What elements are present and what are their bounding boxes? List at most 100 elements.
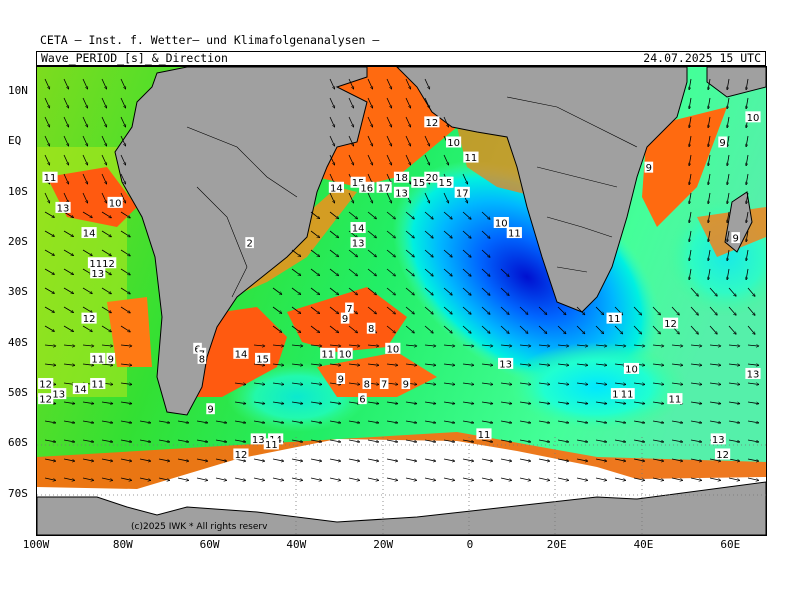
period-label-text: 13 (747, 369, 760, 380)
period-label: 16 (437, 176, 453, 189)
direction-arrow (405, 477, 417, 480)
direction-arrow (481, 401, 493, 404)
direction-arrow (63, 477, 75, 480)
period-label-text: 13 (712, 435, 725, 446)
period-label-text: 13 (352, 239, 365, 250)
direction-arrow (120, 383, 132, 385)
direction-arrow (405, 249, 414, 257)
period-label-bg (411, 176, 427, 188)
direction-arrow (310, 420, 322, 423)
direction-arrow (633, 401, 645, 404)
period-label: 14 (233, 347, 249, 360)
direction-arrow (44, 345, 56, 346)
country-borders (186, 96, 638, 298)
period-label: 12 (662, 317, 679, 330)
direction-arrow (234, 439, 246, 442)
period-label: 7 (379, 378, 389, 391)
direction-arrow (728, 287, 736, 296)
direction-arrow (746, 173, 749, 185)
direction-arrow (500, 306, 509, 315)
direction-arrow (462, 268, 471, 276)
direction-arrow (272, 325, 282, 333)
direction-arrow (462, 211, 471, 219)
direction-arrow (367, 192, 373, 203)
period-label: 11 (90, 352, 106, 365)
direction-arrow (63, 420, 75, 423)
direction-arrow (158, 439, 170, 442)
period-label: 11 (506, 227, 522, 240)
period-label: 13 (90, 267, 106, 280)
direction-arrow (139, 477, 151, 480)
direction-arrow (500, 268, 509, 277)
period-label-bg (718, 136, 727, 148)
direction-arrow (234, 420, 246, 423)
direction-arrow (405, 306, 414, 314)
period-label-bg (745, 111, 761, 123)
direction-arrow (481, 383, 493, 385)
period-label-bg (662, 317, 679, 329)
direction-arrow (424, 306, 433, 314)
direction-arrow (747, 458, 759, 461)
direction-arrow (424, 477, 436, 480)
period-label: 1112 (87, 257, 117, 270)
direction-arrow (348, 192, 354, 203)
direction-arrow (462, 401, 474, 404)
period-label-bg (106, 352, 116, 364)
direction-arrow (708, 249, 711, 261)
direction-arrow (709, 306, 717, 315)
direction-arrow (120, 287, 130, 294)
direction-arrow (329, 230, 339, 238)
direction-arrow (348, 97, 354, 108)
direction-arrow (82, 345, 94, 346)
direction-arrow (727, 173, 730, 185)
direction-arrow (329, 420, 341, 423)
period-label: 17 (376, 181, 392, 194)
direction-arrow (405, 287, 414, 295)
direction-arrow (63, 154, 69, 165)
direction-arrow (291, 439, 303, 442)
direction-arrow (329, 116, 335, 127)
direction-arrow (44, 211, 55, 218)
direction-arrow (443, 439, 455, 442)
direction-arrow (120, 477, 132, 480)
direction-arrow (234, 401, 246, 404)
direction-arrow (652, 458, 664, 461)
graticule (37, 437, 766, 535)
period-label: 13 (55, 201, 71, 214)
direction-arrow (367, 230, 377, 238)
direction-arrow (727, 78, 730, 90)
direction-arrow (595, 345, 607, 346)
direction-arrow (253, 458, 265, 461)
swell-cyan-band (507, 342, 687, 432)
direction-arrow (708, 230, 711, 242)
period-label-text: 8 (368, 324, 374, 335)
direction-arrow (500, 401, 512, 404)
y-tick-label: 40S (8, 335, 28, 349)
direction-arrow (728, 364, 740, 365)
direction-arrow (405, 230, 414, 238)
period-label-text: 9 (108, 354, 114, 365)
direction-arrow (101, 401, 113, 404)
direction-arrow (329, 192, 335, 203)
period-label-bg (87, 257, 117, 269)
direction-arrow (708, 78, 711, 90)
period-label-text: 9 (403, 380, 409, 391)
direction-arrow (101, 116, 107, 127)
direction-arrow (386, 135, 392, 146)
period-label-text: 7 (381, 380, 387, 391)
period-label: 13 (710, 433, 726, 446)
direction-arrow (557, 345, 569, 346)
direction-arrow (481, 458, 493, 461)
direction-arrow (728, 420, 740, 423)
period-label-bg (328, 181, 345, 193)
period-label: 15 (255, 352, 271, 365)
direction-arrow (44, 97, 50, 108)
direction-arrow (82, 458, 94, 461)
direction-arrow (538, 439, 550, 442)
direction-arrow (708, 268, 711, 280)
period-label-text: 8 (364, 380, 370, 391)
direction-arrow (728, 383, 740, 385)
direction-arrow (101, 97, 107, 108)
direction-arrow (500, 477, 512, 480)
direction-arrow (101, 364, 113, 365)
